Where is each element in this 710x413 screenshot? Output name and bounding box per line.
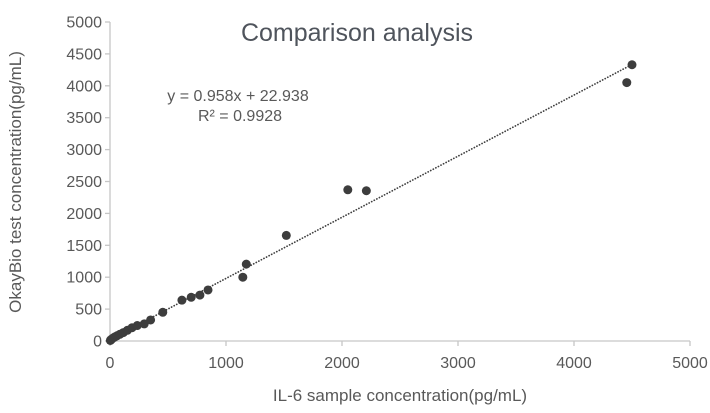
- y-tick-label: 2500: [66, 174, 102, 191]
- tick-labels: 0 1000 2000 3000 4000 5000 0 500 1000 1500 2000 250…: [66, 15, 707, 373]
- y-tick-label: 0: [93, 334, 102, 351]
- y-tick-label: 4500: [66, 46, 102, 63]
- x-tick-label: 4000: [556, 355, 592, 372]
- data-point: [622, 78, 632, 88]
- chart-title: Comparison analysis: [241, 19, 473, 47]
- y-tick-label: 1500: [66, 238, 102, 255]
- x-axis-title: IL-6 sample concentration(pg/mL): [273, 386, 527, 405]
- data-points: [105, 60, 637, 345]
- data-point: [203, 285, 213, 295]
- data-point: [195, 290, 205, 300]
- trendline-equation: y = 0.958x + 22.938: [167, 88, 309, 105]
- data-point: [132, 321, 142, 331]
- data-point: [627, 60, 637, 70]
- data-point: [177, 295, 187, 305]
- y-tick-label: 4000: [66, 78, 102, 95]
- tick-marks: [105, 21, 691, 346]
- trendline-r-squared: R² = 0.9928: [198, 108, 282, 125]
- x-tick-label: 0: [106, 355, 115, 372]
- x-tick-label: 1000: [208, 355, 244, 372]
- data-point: [238, 272, 248, 282]
- data-point: [343, 185, 353, 195]
- x-tick-label: 2000: [324, 355, 360, 372]
- data-point: [186, 292, 196, 302]
- data-point: [158, 307, 168, 317]
- data-point: [241, 259, 251, 269]
- data-point: [361, 186, 371, 196]
- data-point: [146, 315, 156, 325]
- y-tick-label: 500: [75, 302, 102, 319]
- y-tick-label: 1000: [66, 270, 102, 287]
- y-tick-label: 5000: [66, 15, 102, 32]
- x-tick-label: 5000: [672, 355, 708, 372]
- data-point: [281, 230, 291, 240]
- x-tick-label: 3000: [440, 355, 476, 372]
- y-tick-label: 2000: [66, 206, 102, 223]
- y-tick-label: 3500: [66, 110, 102, 127]
- y-tick-label: 3000: [66, 142, 102, 159]
- y-axis-title: OkayBio test concentration(pg/mL): [6, 51, 25, 313]
